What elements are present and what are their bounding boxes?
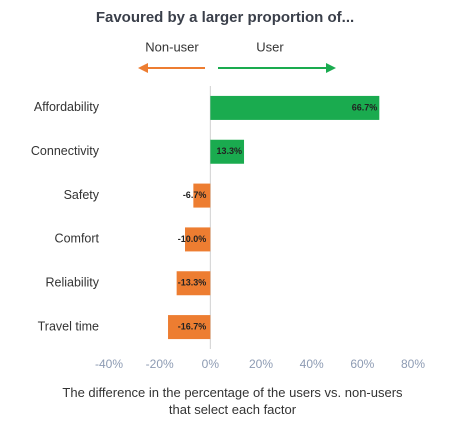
y-tick-label: Connectivity xyxy=(31,144,100,158)
y-tick-label: Comfort xyxy=(55,232,100,246)
y-tick-label: Travel time xyxy=(38,319,99,333)
data-label: -6.7% xyxy=(183,190,207,200)
bar xyxy=(185,227,211,252)
y-tick-label: Reliability xyxy=(46,276,100,290)
x-axis-label: The difference in the percentage of the … xyxy=(62,385,403,417)
data-label: 66.7% xyxy=(352,102,378,112)
x-tick-label: 40% xyxy=(300,357,324,371)
data-label: -16.7% xyxy=(178,321,207,331)
data-label: 13.3% xyxy=(216,146,242,156)
x-tick-label: -20% xyxy=(146,357,174,371)
x-tick-label: 20% xyxy=(249,357,273,371)
legend-label: Non-user xyxy=(145,39,199,54)
chart-title: Favoured by a larger proportion of... xyxy=(96,9,354,26)
x-tick-label: 80% xyxy=(401,357,425,371)
data-label: -10.0% xyxy=(178,234,207,244)
legend-arrowhead xyxy=(326,63,336,73)
x-tick-label: 0% xyxy=(202,357,220,371)
bar xyxy=(210,139,245,164)
legend-label: User xyxy=(256,39,284,54)
bar xyxy=(168,315,211,340)
bar xyxy=(210,95,380,120)
bar xyxy=(176,271,211,296)
y-tick-label: Safety xyxy=(64,188,100,202)
data-label: -13.3% xyxy=(178,278,207,288)
x-tick-label: 60% xyxy=(350,357,374,371)
bar xyxy=(193,183,211,208)
legend-arrowhead xyxy=(138,63,148,73)
x-tick-label: -40% xyxy=(95,357,123,371)
y-tick-label: Affordability xyxy=(34,100,100,114)
